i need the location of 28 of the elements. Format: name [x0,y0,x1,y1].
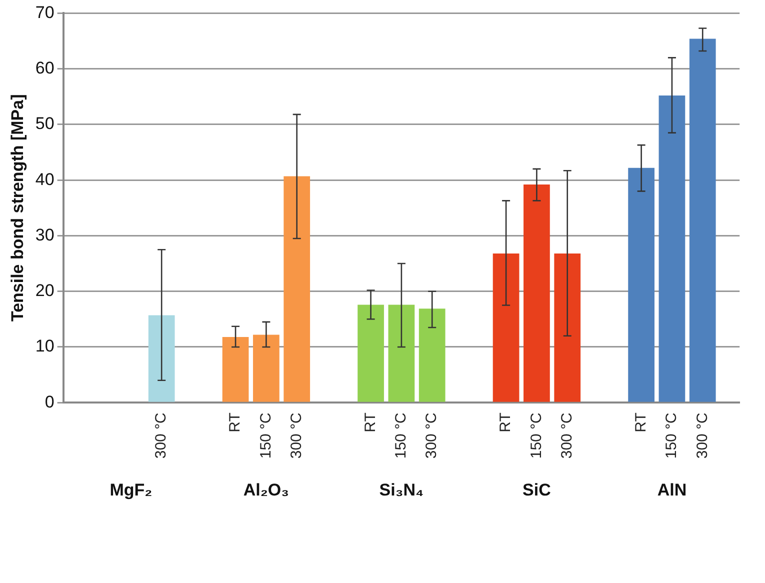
y-tick-label: 10 [35,336,54,356]
text: RT [226,412,244,432]
text: RT [497,412,514,432]
y-tick-label: 60 [35,58,54,78]
text: 150 °C [392,412,410,459]
x-tick-label: MgF₂ [110,480,152,500]
bar [148,315,175,402]
text: 150 °C [528,412,545,459]
y-tick-label: 0 [44,392,54,412]
y-tick-label: 40 [35,170,54,189]
x-tick-label: Si₃N₄ [379,480,424,500]
y-tick-label: 30 [35,225,54,244]
text: 150 °C [257,412,274,459]
text: RT [632,412,650,432]
text: RT [362,412,379,432]
text: 300 °C [558,412,576,459]
y-tick-label: 50 [35,114,54,134]
x-tick-label: AlN [657,480,687,500]
text: 300 °C [423,412,440,459]
x-tick-label: Al₂O₃ [243,480,290,500]
text: 300 °C [288,412,305,459]
text: 300 °C [152,412,170,459]
text: 300 °C [694,412,711,459]
text: 150 °C [663,412,680,459]
y-tick-label: 20 [35,281,54,300]
y-axis-title: Tensile bond strength [MPa] [8,94,27,322]
y-tick-label: 70 [35,2,54,22]
x-tick-label: SiC [522,480,551,500]
